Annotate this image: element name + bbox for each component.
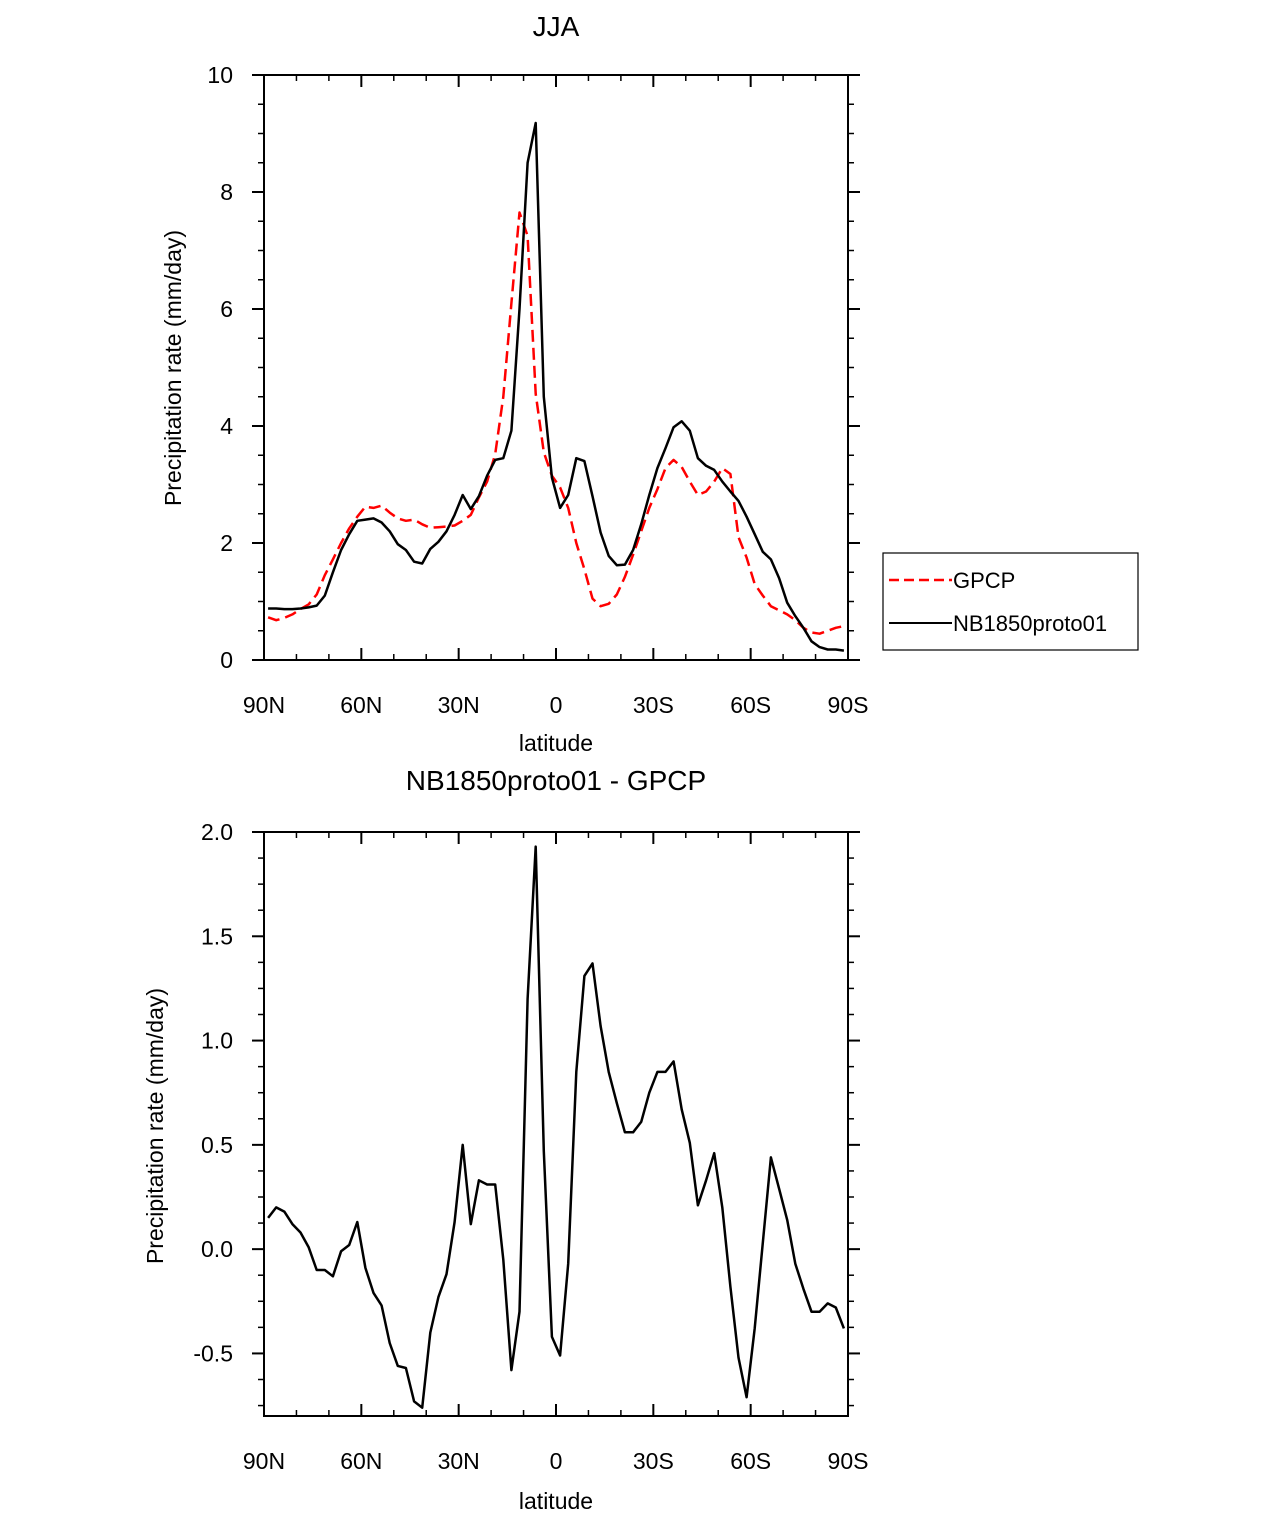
- legend-box: [882, 552, 1139, 651]
- top-chart-panel: JJA 90N 60N 30N 0 30S 60S 90S 0 2 4 6 8 10 Precipita…: [160, 11, 1139, 756]
- y-tick-label: 6: [220, 296, 233, 322]
- series-line-nb1850proto01: [268, 121, 845, 652]
- x-axis-label: latitude: [519, 1488, 593, 1514]
- y-axis-label: Precipitation rate (mm/day): [142, 988, 168, 1264]
- bottom-chart-panel: NB1850proto01 - GPCP 90N 60N 30N 0 30S 60S 90S…: [142, 765, 868, 1514]
- y-tick-label: 1.5: [201, 923, 233, 949]
- chart-title: NB1850proto01 - GPCP: [406, 765, 706, 796]
- y-tick-label: 4: [220, 413, 233, 439]
- y-tick-label: 8: [220, 179, 233, 205]
- y-tick-label: -0.5: [193, 1340, 233, 1366]
- x-tick-label: 60S: [730, 1448, 771, 1474]
- x-tick-label: 30N: [438, 1448, 480, 1474]
- series-line-gpcp: [267, 211, 845, 635]
- x-tick-label: 90S: [828, 1448, 869, 1474]
- plot-frame: [263, 831, 849, 1417]
- x-tick-label: 90N: [243, 1448, 285, 1474]
- x-tick-label: 30S: [633, 1448, 674, 1474]
- y-tick-label: 1.0: [201, 1028, 233, 1054]
- x-tick-label: 30N: [438, 692, 480, 718]
- x-tick-label: 0: [550, 1448, 563, 1474]
- y-axis-label: Precipitation rate (mm/day): [160, 230, 186, 506]
- y-tick-label: 0.5: [201, 1132, 233, 1158]
- x-tick-label: 30S: [633, 692, 674, 718]
- legend-label-model: NB1850proto01: [953, 611, 1107, 636]
- x-tick-label: 60N: [340, 1448, 382, 1474]
- plot-frame: [263, 74, 849, 661]
- y-tick-label: 10: [207, 62, 233, 88]
- legend-label-gpcp: GPCP: [953, 568, 1015, 593]
- y-tick-label: 0.0: [201, 1236, 233, 1262]
- legend: GPCP NB1850proto01: [882, 552, 1139, 651]
- y-tick-label: 2: [220, 530, 233, 556]
- x-axis-label: latitude: [519, 730, 593, 756]
- x-tick-label: 90N: [243, 692, 285, 718]
- x-tick-label: 90S: [828, 692, 869, 718]
- y-tick-label: 0: [220, 647, 233, 673]
- x-tick-label: 60N: [340, 692, 382, 718]
- x-tick-label: 60S: [730, 692, 771, 718]
- chart-title: JJA: [533, 11, 580, 42]
- series-line-nb1850proto01-gpcp: [267, 845, 846, 1409]
- y-tick-label: 2.0: [201, 819, 233, 845]
- x-tick-label: 0: [550, 692, 563, 718]
